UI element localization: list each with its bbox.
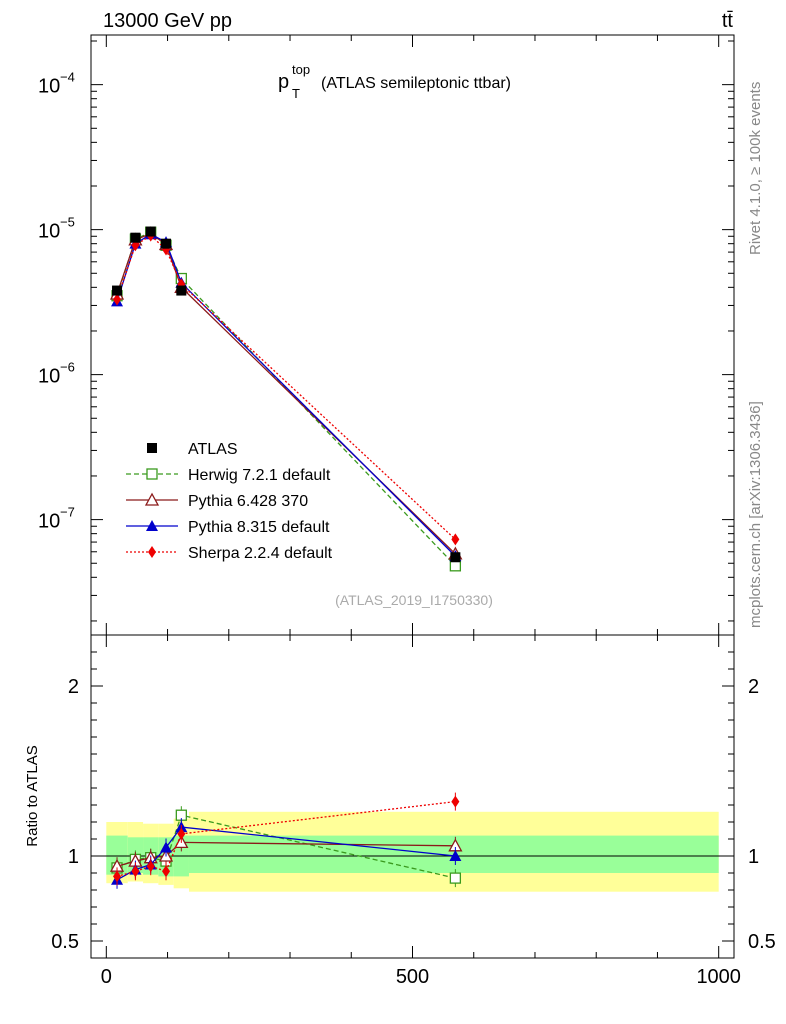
ratio-y-tick-label: 1 — [68, 846, 79, 868]
ratio-y-tick-label: 0.5 — [51, 931, 79, 953]
header-left: 13000 GeV pp — [103, 10, 232, 32]
legend-label-pythia-8-315-default: Pythia 8.315 default — [188, 519, 330, 536]
upper-series — [109, 226, 463, 572]
legend-label-sherpa-2-2-4-default: Sherpa 2.2.4 default — [188, 545, 333, 562]
y-tick-label-base: 10 — [38, 366, 60, 388]
atlas-point — [161, 238, 172, 249]
legend-marker-sherpa-2-2-4-default — [148, 546, 156, 558]
legend-marker-pythia-6-428-370 — [144, 492, 160, 506]
sherpa-2-2-4-default-ratio-point — [162, 865, 171, 878]
legend-label-herwig-7-2-1-default: Herwig 7.2.1 default — [188, 467, 331, 484]
sherpa-2-2-4-default-ratio-point — [113, 870, 122, 883]
analysis-tag: (ATLAS_2019_I1750330) — [335, 592, 493, 608]
side-label-mcplots: mcplots.cern.ch [arXiv:1306.3436] — [747, 401, 764, 628]
title-rest: (ATLAS semileptonic ttbar) — [321, 75, 511, 92]
atlas-point — [112, 285, 123, 296]
x-tick-label: 0 — [101, 966, 112, 988]
y-tick-label-exp: −6 — [60, 360, 75, 375]
title-main: p — [278, 71, 289, 93]
ratio-axis-label: Ratio to ATLAS — [24, 745, 41, 846]
pythia-8-315-default-ratio-point — [449, 850, 462, 861]
sherpa-2-2-4-default-point — [113, 293, 122, 306]
sherpa-2-2-4-default-point — [451, 533, 460, 546]
sherpa-2-2-4-default-line — [116, 234, 456, 540]
x-tick-label: 1000 — [696, 966, 741, 988]
pythia-8-315-default-ratio-point — [160, 841, 173, 853]
ratio-uncertainty-bands — [91, 811, 734, 892]
atlas-point — [450, 552, 461, 563]
legend-label-pythia-6-428-370: Pythia 6.428 370 — [188, 493, 308, 510]
herwig-7-2-1-default-point — [449, 560, 462, 572]
legend: ATLAS Herwig 7.2.1 default Pythia 6.428 37… — [126, 441, 333, 562]
y-tick-label-exp: −4 — [60, 70, 75, 85]
ratio-y-tick-label-right: 1 — [748, 846, 759, 868]
herwig-7-2-1-default-line — [116, 231, 456, 567]
y-tick-label-exp: −5 — [60, 215, 75, 230]
sherpa-2-2-4-default-ratio-line — [116, 800, 456, 878]
atlas-point — [176, 285, 187, 296]
sherpa-2-2-4-default-ratio-point — [131, 865, 140, 878]
sherpa-2-2-4-default-ratio-point — [177, 827, 186, 840]
ratio-series — [109, 792, 463, 889]
header-right: tt̄ — [722, 10, 734, 32]
atlas-point — [130, 232, 141, 243]
pythia-6-428-370-line — [116, 232, 456, 555]
y-tick-label-exp: −7 — [60, 505, 75, 520]
legend-label-atlas: ATLAS — [188, 441, 238, 458]
y-tick-label-base: 10 — [38, 511, 60, 533]
plot-title: p top T (ATLAS semileptonic ttbar) — [278, 62, 511, 101]
x-tick-label: 500 — [396, 966, 429, 988]
ratio-y-tick-label: 2 — [68, 676, 79, 698]
title-sub: T — [292, 86, 300, 101]
sherpa-2-2-4-default-ratio-point — [451, 795, 460, 808]
legend-marker-pythia-8-315-default — [146, 520, 158, 531]
ratio-y-tick-label-right: 0.5 — [748, 931, 776, 953]
sherpa-2-2-4-default-ratio-point — [146, 860, 155, 873]
legend-marker-atlas — [147, 443, 157, 453]
legend-marker-herwig-7-2-1-default — [146, 468, 158, 480]
atlas-point — [145, 226, 156, 237]
ratio-frame — [90, 634, 735, 959]
y-tick-label-base: 10 — [38, 221, 60, 243]
ratio-y-tick-label-right: 2 — [748, 676, 759, 698]
y-tick-label-base: 10 — [38, 76, 60, 98]
side-label-rivet: Rivet 4.1.0, ≥ 100k events — [747, 82, 764, 255]
herwig-7-2-1-default-ratio-point — [449, 872, 462, 884]
title-sup: top — [292, 62, 310, 77]
